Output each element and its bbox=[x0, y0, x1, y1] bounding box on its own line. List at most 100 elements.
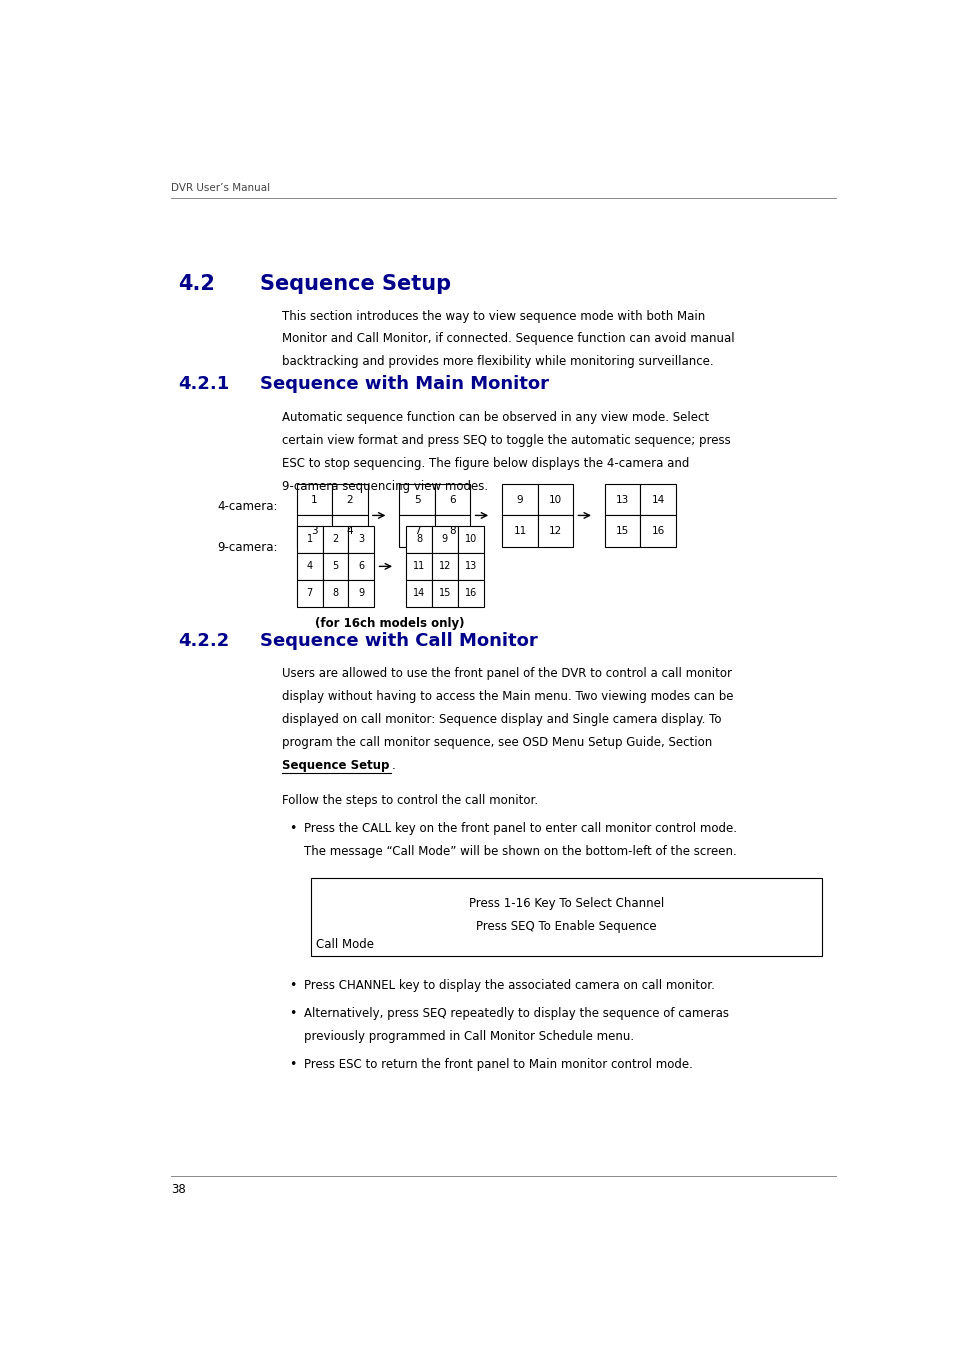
Bar bbox=[296, 554, 322, 580]
Bar bbox=[457, 525, 483, 553]
Text: Sequence with Main Monitor: Sequence with Main Monitor bbox=[259, 375, 548, 393]
Bar bbox=[332, 485, 367, 516]
Bar bbox=[639, 516, 676, 547]
Bar bbox=[296, 525, 322, 553]
Text: previously programmed in Call Monitor Schedule menu.: previously programmed in Call Monitor Sc… bbox=[304, 1030, 634, 1044]
Text: 1: 1 bbox=[311, 495, 317, 505]
Bar bbox=[348, 580, 374, 608]
Bar bbox=[435, 516, 470, 547]
Text: 4.2: 4.2 bbox=[178, 274, 215, 294]
Text: 5: 5 bbox=[414, 495, 420, 505]
Bar bbox=[322, 554, 348, 580]
Text: 1: 1 bbox=[306, 535, 313, 544]
Text: displayed on call monitor: Sequence display and Single camera display. To: displayed on call monitor: Sequence disp… bbox=[282, 713, 720, 726]
Text: 6: 6 bbox=[358, 562, 364, 571]
Text: 7: 7 bbox=[414, 526, 420, 536]
Text: 3: 3 bbox=[311, 526, 317, 536]
Text: Monitor and Call Monitor, if connected. Sequence function can avoid manual: Monitor and Call Monitor, if connected. … bbox=[282, 332, 734, 346]
Text: backtracking and provides more flexibility while monitoring surveillance.: backtracking and provides more flexibili… bbox=[282, 355, 713, 369]
Bar bbox=[457, 554, 483, 580]
Text: Follow the steps to control the call monitor.: Follow the steps to control the call mon… bbox=[282, 794, 537, 807]
Text: Sequence with Call Monitor: Sequence with Call Monitor bbox=[259, 632, 537, 649]
Bar bbox=[322, 525, 348, 553]
Text: 2: 2 bbox=[346, 495, 353, 505]
Text: 8: 8 bbox=[416, 535, 421, 544]
Bar bbox=[435, 485, 470, 516]
Text: Users are allowed to use the front panel of the DVR to control a call monitor: Users are allowed to use the front panel… bbox=[282, 667, 731, 680]
Text: This section introduces the way to view sequence mode with both Main: This section introduces the way to view … bbox=[282, 309, 704, 323]
Text: Automatic sequence function can be observed in any view mode. Select: Automatic sequence function can be obser… bbox=[282, 412, 708, 424]
Bar bbox=[501, 516, 537, 547]
Bar bbox=[604, 485, 639, 516]
Bar bbox=[432, 525, 457, 553]
Text: 16: 16 bbox=[651, 526, 664, 536]
Bar bbox=[348, 554, 374, 580]
Text: 6: 6 bbox=[449, 495, 456, 505]
Text: Press CHANNEL key to display the associated camera on call monitor.: Press CHANNEL key to display the associa… bbox=[304, 979, 714, 992]
Text: Press 1-16 Key To Select Channel: Press 1-16 Key To Select Channel bbox=[469, 896, 663, 910]
Text: 3: 3 bbox=[358, 535, 364, 544]
Text: 9: 9 bbox=[517, 495, 523, 505]
Bar bbox=[432, 554, 457, 580]
Text: .: . bbox=[391, 759, 395, 772]
Text: 4.2.1: 4.2.1 bbox=[178, 375, 230, 393]
Text: •: • bbox=[289, 1007, 296, 1021]
Text: program the call monitor sequence, see OSD Menu Setup Guide, Section: program the call monitor sequence, see O… bbox=[282, 736, 711, 749]
Bar bbox=[311, 879, 821, 956]
Bar bbox=[406, 580, 432, 608]
Text: 12: 12 bbox=[438, 562, 451, 571]
Text: 8: 8 bbox=[449, 526, 456, 536]
Bar bbox=[296, 485, 332, 516]
Text: 2: 2 bbox=[332, 535, 338, 544]
Bar bbox=[348, 525, 374, 553]
Text: ESC to stop sequencing. The figure below displays the 4-camera and: ESC to stop sequencing. The figure below… bbox=[282, 458, 689, 470]
Bar bbox=[296, 516, 332, 547]
Text: 15: 15 bbox=[616, 526, 629, 536]
Text: Sequence Setup: Sequence Setup bbox=[282, 759, 389, 772]
Text: 16: 16 bbox=[464, 589, 476, 598]
Text: Press the CALL key on the front panel to enter call monitor control mode.: Press the CALL key on the front panel to… bbox=[304, 822, 737, 836]
Text: 14: 14 bbox=[651, 495, 664, 505]
Text: 13: 13 bbox=[616, 495, 629, 505]
Text: 15: 15 bbox=[438, 589, 451, 598]
Text: Press SEQ To Enable Sequence: Press SEQ To Enable Sequence bbox=[476, 919, 657, 933]
Text: Press ESC to return the front panel to Main monitor control mode.: Press ESC to return the front panel to M… bbox=[304, 1058, 692, 1071]
Text: 12: 12 bbox=[548, 526, 561, 536]
Text: 11: 11 bbox=[413, 562, 425, 571]
Text: 9: 9 bbox=[358, 589, 364, 598]
Bar bbox=[639, 485, 676, 516]
Bar bbox=[432, 580, 457, 608]
Bar bbox=[604, 516, 639, 547]
Text: DVR User’s Manual: DVR User’s Manual bbox=[171, 184, 270, 193]
Text: Alternatively, press SEQ repeatedly to display the sequence of cameras: Alternatively, press SEQ repeatedly to d… bbox=[304, 1007, 728, 1021]
Text: 9: 9 bbox=[441, 535, 448, 544]
Bar bbox=[501, 485, 537, 516]
Text: •: • bbox=[289, 979, 296, 992]
Text: 7: 7 bbox=[306, 589, 313, 598]
Bar bbox=[322, 580, 348, 608]
Text: 4.2.2: 4.2.2 bbox=[178, 632, 230, 649]
Text: The message “Call Mode” will be shown on the bottom-left of the screen.: The message “Call Mode” will be shown on… bbox=[304, 845, 736, 859]
Bar bbox=[406, 554, 432, 580]
Text: 14: 14 bbox=[413, 589, 425, 598]
Bar bbox=[399, 516, 435, 547]
Text: Call Mode: Call Mode bbox=[315, 938, 374, 950]
Bar bbox=[537, 516, 573, 547]
Text: 11: 11 bbox=[513, 526, 526, 536]
Text: 10: 10 bbox=[464, 535, 476, 544]
Text: 9-camera:: 9-camera: bbox=[217, 541, 278, 555]
Text: 9-camera sequencing view modes.: 9-camera sequencing view modes. bbox=[282, 481, 488, 493]
Bar bbox=[332, 516, 367, 547]
Text: (for 16ch models only): (for 16ch models only) bbox=[315, 617, 464, 630]
Text: display without having to access the Main menu. Two viewing modes can be: display without having to access the Mai… bbox=[282, 690, 733, 703]
Text: 38: 38 bbox=[171, 1183, 186, 1196]
Bar bbox=[406, 525, 432, 553]
Bar bbox=[296, 580, 322, 608]
Text: •: • bbox=[289, 1058, 296, 1071]
Text: 4: 4 bbox=[306, 562, 313, 571]
Bar bbox=[399, 485, 435, 516]
Text: 4-camera:: 4-camera: bbox=[217, 500, 278, 513]
Text: 5: 5 bbox=[332, 562, 338, 571]
Text: 8: 8 bbox=[332, 589, 338, 598]
Text: 13: 13 bbox=[464, 562, 476, 571]
